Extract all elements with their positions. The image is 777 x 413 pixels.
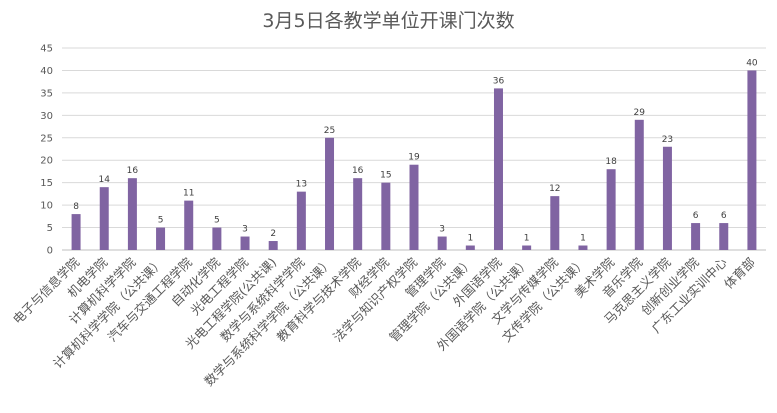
- data-label: 13: [296, 180, 307, 190]
- bar: [662, 146, 672, 250]
- data-label: 5: [158, 216, 164, 226]
- data-label: 3: [439, 225, 445, 235]
- bars: [71, 70, 757, 251]
- bar: [212, 227, 222, 250]
- data-label: 11: [183, 189, 194, 199]
- bar: [747, 70, 757, 250]
- data-label: 23: [662, 135, 673, 145]
- bar: [71, 214, 81, 250]
- y-tick-label: 5: [47, 223, 53, 234]
- y-tick-label: 40: [40, 66, 53, 77]
- bar: [325, 137, 335, 250]
- bar: [465, 245, 475, 250]
- data-label: 5: [214, 216, 220, 226]
- data-label: 29: [634, 108, 646, 118]
- bar: [522, 245, 532, 250]
- data-label: 1: [580, 234, 586, 244]
- data-label: 36: [493, 76, 505, 86]
- y-tick-label: 30: [40, 111, 53, 122]
- data-label: 3: [242, 225, 248, 235]
- category-labels: 电子与信息学院机电学院计算机科学学院计算机科学学院（公共课）汽车与交通工程学院自…: [10, 254, 758, 389]
- data-label: 16: [127, 166, 139, 176]
- data-label: 2: [270, 229, 276, 239]
- category-label: 体育部: [721, 255, 758, 292]
- y-tick-label: 10: [40, 201, 53, 212]
- bar: [550, 196, 560, 250]
- data-label: 6: [693, 211, 699, 221]
- bar: [268, 241, 278, 250]
- y-tick-label: 45: [40, 44, 53, 55]
- y-tick-label: 25: [40, 133, 53, 144]
- data-label: 40: [746, 58, 758, 68]
- bar: [296, 191, 306, 250]
- data-label: 19: [408, 153, 420, 163]
- data-label: 12: [549, 184, 560, 194]
- y-tick-label: 15: [40, 178, 53, 189]
- bar: [493, 88, 503, 251]
- data-label: 8: [73, 202, 79, 212]
- bar: [409, 164, 419, 250]
- y-tick-label: 35: [40, 88, 53, 99]
- bar: [691, 223, 701, 250]
- bar: [184, 200, 194, 250]
- y-axis-ticks: 0 5 10 15 20 25 30 35 40 45: [40, 44, 53, 257]
- y-tick-label: 20: [40, 156, 53, 167]
- bar: [127, 178, 137, 250]
- bar: [437, 236, 447, 250]
- data-label: 15: [380, 171, 391, 181]
- bar: [99, 187, 109, 250]
- chart-title: 3月5日各教学单位开课门次数: [262, 10, 515, 32]
- bar: [353, 178, 363, 250]
- data-label: 16: [352, 166, 364, 176]
- data-label: 14: [99, 175, 111, 185]
- data-label: 6: [721, 211, 727, 221]
- data-label: 1: [524, 234, 530, 244]
- data-labels: 8 14 16 5 11 5 3 2 13 25 16 15 19 3 1 36 1 12 1 18 29 23 6 6 40: [73, 58, 758, 243]
- bar: [240, 236, 250, 250]
- bar: [719, 223, 729, 250]
- y-tick-label: 0: [47, 246, 53, 257]
- data-label: 25: [324, 126, 335, 136]
- bar: [606, 169, 616, 250]
- bar: [578, 245, 588, 250]
- data-label: 1: [467, 234, 473, 244]
- bar: [381, 182, 391, 250]
- bar: [634, 119, 644, 250]
- data-label: 18: [605, 157, 617, 167]
- bar: [156, 227, 166, 250]
